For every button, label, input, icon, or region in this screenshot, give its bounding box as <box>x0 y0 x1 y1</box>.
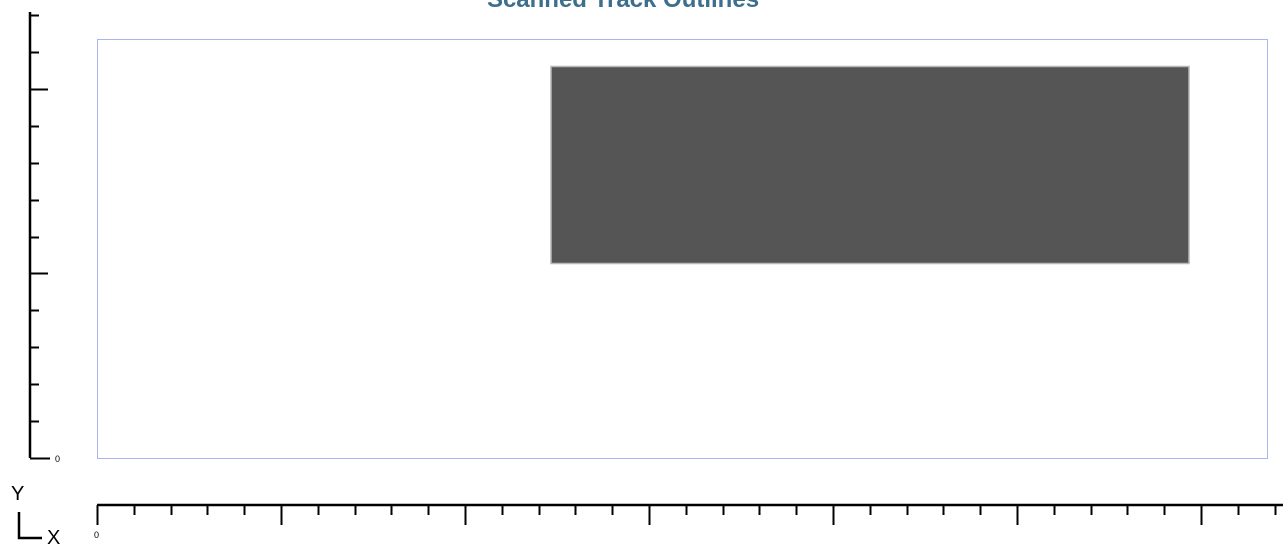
scan-boundary <box>97 39 1268 459</box>
y-axis-ruler <box>28 12 50 460</box>
x-origin-label: 0 <box>94 530 99 540</box>
y-origin-label: 0 <box>55 454 60 464</box>
y-axis-letter: Y <box>11 483 24 505</box>
axis-legend: Y X <box>11 483 60 548</box>
track-outline[interactable] <box>550 65 1190 265</box>
page-title: Scanned Track Outlines <box>0 0 1246 12</box>
axis-legend-glyph <box>17 512 42 540</box>
x-axis-ruler <box>96 503 1283 525</box>
x-axis-letter: X <box>47 527 60 548</box>
